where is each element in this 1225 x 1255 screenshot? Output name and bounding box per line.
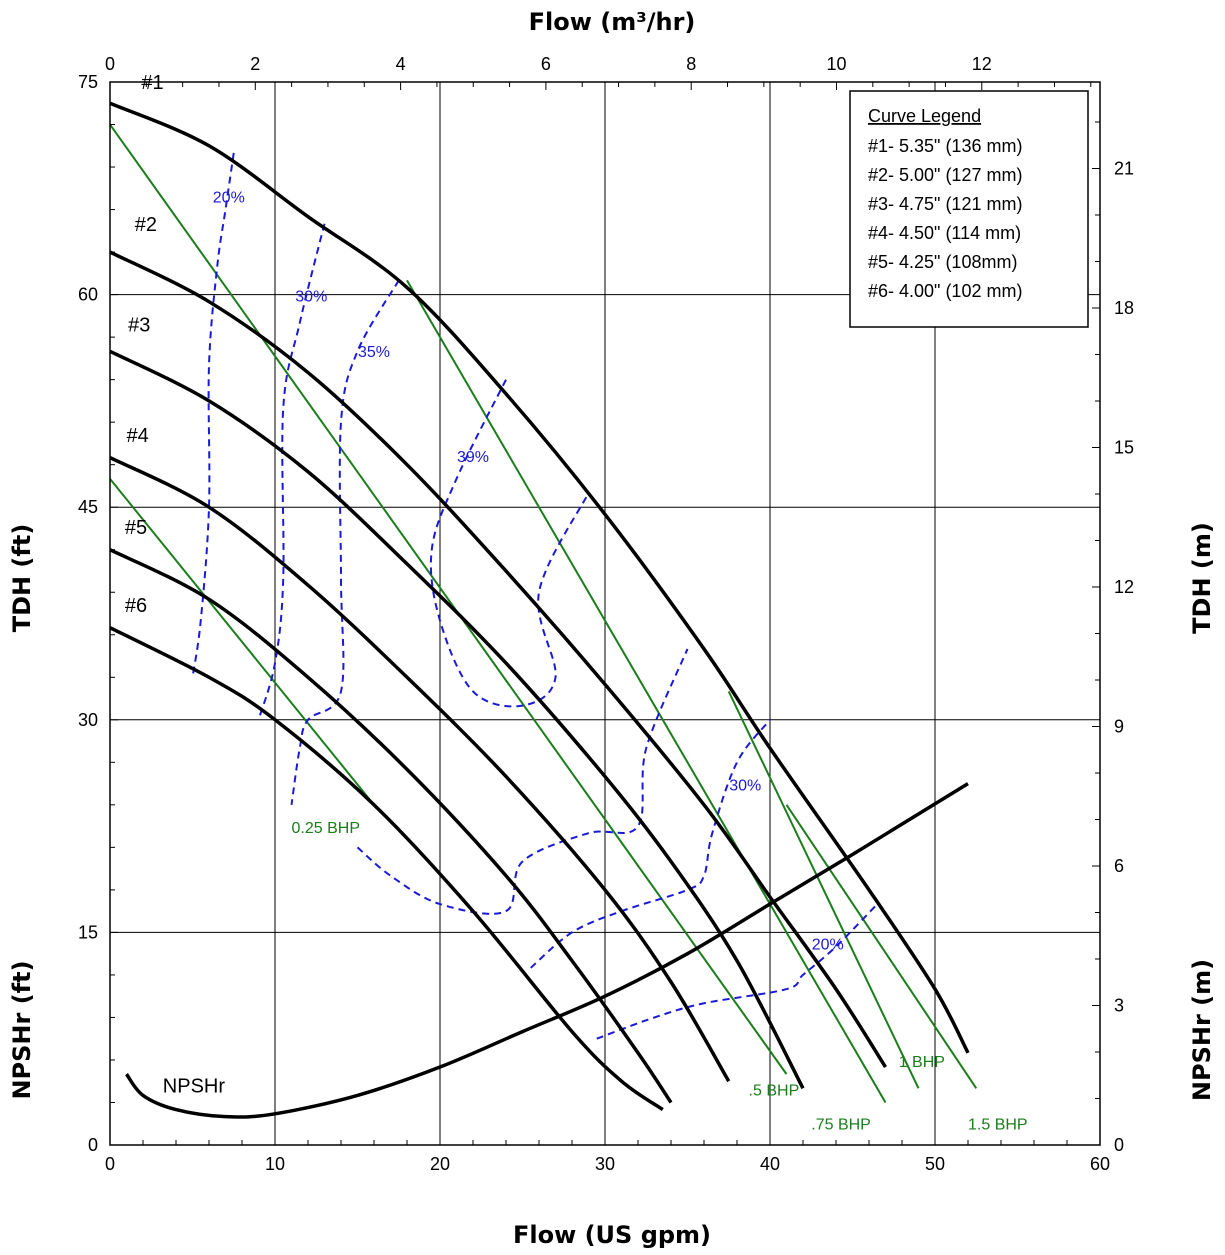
bhp-label: 1 BHP: [899, 1054, 945, 1071]
efficiency-line: [429, 379, 590, 708]
x-tick-label: 20: [430, 1154, 450, 1174]
y-axis-title-top: TDH (ft): [8, 524, 36, 633]
efficiency-label: 39%: [457, 449, 489, 466]
y2-axis-title-top: TDH (m): [1188, 522, 1216, 634]
bhp-line: [727, 691, 920, 1089]
x2-tick-label: 8: [686, 54, 696, 74]
x2-axis-title: Flow (m³/hr): [529, 8, 696, 36]
legend-entry: #6- 4.00" (102 mm): [868, 281, 1022, 301]
y2-tick-label: 15: [1114, 437, 1134, 457]
legend-entry: #1- 5.35" (136 mm): [868, 136, 1022, 156]
x-tick-label: 10: [265, 1154, 285, 1174]
curve-label: #2: [135, 214, 157, 236]
y2-tick-label: 21: [1114, 158, 1134, 178]
y-tick-label: 60: [78, 285, 98, 305]
efficiency-label: 30%: [729, 778, 761, 795]
y-axis-title-bottom: NPSHr (ft): [8, 960, 36, 1099]
curve-legend: Curve Legend #1- 5.35" (136 mm) #2- 5.00…: [849, 90, 1089, 328]
head-curve: [109, 626, 664, 1112]
efficiency-label: 20%: [812, 936, 844, 953]
x-tick-label: 30: [595, 1154, 615, 1174]
efficiency-line: [257, 223, 326, 721]
head-curve: [109, 548, 673, 1104]
y2-tick-label: 6: [1114, 856, 1124, 876]
x-tick-label: 40: [760, 1154, 780, 1174]
y2-tick-label: 12: [1114, 577, 1134, 597]
axes: [109, 81, 1101, 1146]
head-curve: [109, 349, 805, 1090]
efficiency-line: [356, 648, 689, 915]
efficiency-label: 30%: [295, 289, 327, 306]
curve-label: #6: [125, 595, 147, 617]
efficiency-line: [191, 152, 235, 678]
y-tick-label: 30: [78, 710, 98, 730]
legend-entry: #5- 4.25" (108mm): [868, 252, 1017, 272]
x-tick-label: 0: [105, 1154, 115, 1174]
efficiency-label: 35%: [358, 344, 390, 361]
npsh-curve: [125, 782, 969, 1119]
y-tick-label: 75: [78, 72, 98, 92]
y2-tick-label: 18: [1114, 298, 1134, 318]
legend-entry: #4- 4.50" (114 mm): [868, 223, 1021, 243]
bhp-line: [109, 478, 375, 806]
curve-label: #3: [128, 314, 150, 336]
bhp-label: 0.25 BHP: [292, 820, 360, 837]
y-tick-label: 45: [78, 497, 98, 517]
x2-tick-label: 4: [396, 54, 406, 74]
y2-tick-label: 3: [1114, 995, 1124, 1015]
curve-label: #5: [125, 517, 147, 539]
legend-title: Curve Legend: [868, 106, 981, 126]
x2-tick-label: 6: [541, 54, 551, 74]
efficiency-lines: [191, 152, 878, 1040]
head-curve: [109, 456, 731, 1083]
efficiency-line: [596, 903, 878, 1040]
curve-label: #4: [127, 425, 149, 447]
head-curve: [109, 101, 970, 1054]
y2-tick-label: 9: [1114, 716, 1124, 736]
head-curves: [109, 101, 970, 1119]
curve-label: NPSHr: [163, 1076, 226, 1098]
efficiency-line: [530, 719, 771, 969]
efficiency-label: 20%: [213, 189, 245, 206]
x2-tick-label: 10: [826, 54, 846, 74]
bhp-line: [406, 279, 887, 1103]
legend-box: [849, 90, 1089, 328]
y2-axis-title-bottom: NPSHr (m): [1188, 959, 1216, 1101]
head-curve: [109, 250, 887, 1068]
x2-tick-label: 12: [972, 54, 992, 74]
bhp-label: .5 BHP: [749, 1082, 800, 1099]
y-tick-label: 15: [78, 922, 98, 942]
x-tick-label: 60: [1090, 1154, 1110, 1174]
x-tick-label: 50: [925, 1154, 945, 1174]
bhp-line: [785, 804, 978, 1089]
curve-label: #1: [141, 72, 163, 94]
x-axis-title: Flow (US gpm): [513, 1221, 711, 1249]
legend-entry: #2- 5.00" (127 mm): [868, 165, 1022, 185]
bhp-label: .75 BHP: [811, 1116, 871, 1133]
x2-tick-label: 2: [250, 54, 260, 74]
x2-tick-label: 0: [105, 54, 115, 74]
legend-entry: #3- 4.75" (121 mm): [868, 194, 1022, 214]
y2-tick-label: 0: [1114, 1135, 1124, 1155]
efficiency-line: [290, 279, 400, 805]
bhp-label: 1.5 BHP: [968, 1116, 1028, 1133]
y-tick-label: 0: [88, 1135, 98, 1155]
bhp-line: [109, 123, 788, 1075]
